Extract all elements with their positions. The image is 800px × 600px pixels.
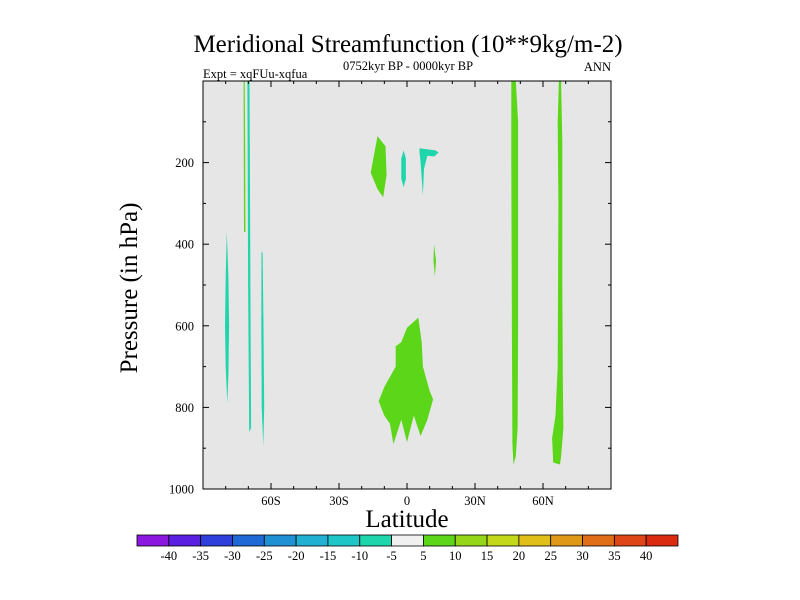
y-tick-label: 200: [175, 156, 194, 170]
colorbar-swatch: [613, 534, 647, 547]
colorbar-swatch: [550, 534, 583, 547]
contour-region-upper-green-blob: [370, 136, 387, 198]
colorbar-swatch: [359, 534, 392, 547]
colorbar-swatch: [232, 534, 265, 547]
contour-region-sh-cyan-band-b: [247, 81, 252, 432]
colorbar-swatch: [327, 534, 361, 547]
colorbar-swatch: [168, 534, 202, 547]
y-axis-title: Pressure (in hPa): [116, 203, 143, 374]
contour-region-lower-green-blob: [378, 317, 434, 445]
contour-region-sh-green-sliver: [243, 81, 246, 232]
y-tick-label: 800: [175, 401, 194, 415]
x-axis-ticks: 60S 30S 0 30N 60N: [202, 81, 612, 508]
colorbar-label: 5: [420, 549, 426, 563]
x-axis-title: Latitude: [365, 506, 448, 533]
experiment-label: Expt = xqFUu-xqfua: [203, 67, 308, 81]
period-label: 0752kyr BP - 0000kyr BP: [343, 59, 473, 73]
colorbar-label: -35: [192, 549, 209, 563]
colorbar-label: -40: [160, 549, 177, 563]
colorbar-swatch: [391, 534, 424, 547]
colorbar-swatch: [136, 534, 170, 547]
colorbar-swatch: [295, 534, 329, 547]
colorbar-label: 10: [449, 549, 462, 563]
contour-region-upper-cyan-b: [419, 148, 439, 196]
chart-title: Meridional Streamfunction (10**9kg/m-2): [193, 31, 622, 58]
contour-region-nh-green-band-b: [552, 81, 564, 465]
colorbar-swatch: [518, 534, 552, 547]
contour-region-small-green-mark: [433, 244, 436, 277]
contour-region-sh-cyan-band-c: [261, 252, 265, 447]
colorbar-label: 25: [544, 549, 557, 563]
y-tick-label: 400: [175, 238, 194, 252]
contour-region-sh-cyan-band-a: [225, 232, 230, 404]
colorbar-label: -15: [320, 549, 337, 563]
colorbar-label: 30: [576, 549, 589, 563]
colorbar: -40 -35 -30 -25 -20 -15 -10 -5 5 10 15 20 25 30 35 40: [136, 534, 679, 563]
colorbar-label: 35: [608, 549, 621, 563]
colorbar-swatch: [263, 534, 297, 547]
colorbar-swatch: [200, 534, 233, 547]
x-tick-label: 60N: [532, 494, 554, 508]
x-tick-label: 30N: [464, 494, 486, 508]
y-tick-label: 600: [175, 319, 194, 333]
colorbar-label: -5: [386, 549, 396, 563]
colorbar-label: 20: [513, 549, 526, 563]
contour-layer: [225, 81, 564, 465]
x-tick-label: 0: [404, 494, 410, 508]
colorbar-label: 40: [640, 549, 653, 563]
colorbar-label: -20: [288, 549, 305, 563]
x-tick-label: 60S: [261, 494, 281, 508]
y-tick-label: 1000: [169, 483, 194, 497]
colorbar-label: -30: [224, 549, 241, 563]
colorbar-swatch: [454, 534, 488, 547]
x-tick-label: 30S: [329, 494, 349, 508]
season-label: ANN: [584, 60, 611, 74]
colorbar-swatch: [423, 534, 456, 547]
contour-region-nh-green-band-a: [511, 81, 519, 465]
y-axis-ticks: 200 400 600 800 1000: [169, 80, 611, 497]
colorbar-label: -10: [351, 549, 368, 563]
colorbar-swatch: [486, 534, 520, 547]
contour-region-upper-cyan-a: [401, 150, 406, 188]
colorbar-swatch: [645, 534, 679, 547]
colorbar-swatch: [582, 534, 615, 547]
colorbar-label: -25: [256, 549, 273, 563]
colorbar-label: 15: [481, 549, 494, 563]
